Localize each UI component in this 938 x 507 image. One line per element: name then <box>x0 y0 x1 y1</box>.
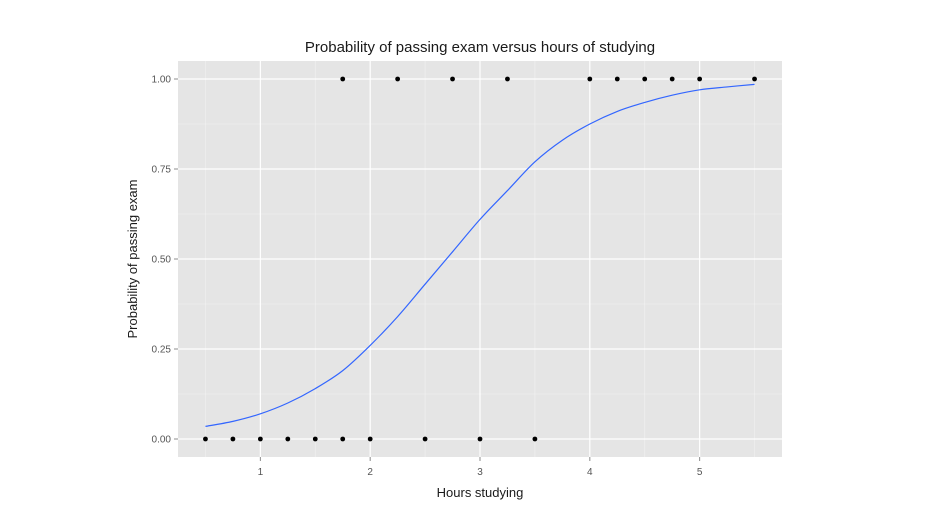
data-point <box>285 436 291 442</box>
x-tick-label: 3 <box>477 467 483 478</box>
data-point <box>642 76 648 82</box>
data-point <box>230 436 236 442</box>
x-tick-label: 5 <box>697 467 703 478</box>
y-tick-label: 0.25 <box>152 345 172 356</box>
data-point <box>450 76 455 82</box>
data-point <box>587 76 593 82</box>
data-point <box>395 76 401 82</box>
data-point <box>477 436 483 442</box>
fit-curve <box>205 83 755 427</box>
y-tick-label: 0.00 <box>152 435 172 446</box>
data-point <box>312 436 318 442</box>
x-axis-label: Hours studying <box>437 485 524 500</box>
data-point <box>422 436 428 442</box>
data-point <box>697 76 703 82</box>
data-point <box>752 76 757 82</box>
data-point <box>532 436 538 442</box>
data-point <box>367 436 373 442</box>
chart-title: Probability of passing exam versus hours… <box>305 39 655 56</box>
axis-ticks <box>174 78 701 461</box>
fit-curve-line <box>205 83 755 427</box>
x-tick-label: 2 <box>367 467 373 478</box>
y-axis-label: Probability of passing exam <box>125 180 140 339</box>
data-point <box>505 76 510 82</box>
data-point <box>340 436 346 442</box>
data-point <box>669 76 675 82</box>
major-gridlines <box>178 61 782 457</box>
data-points <box>203 76 757 442</box>
y-tick-label: 0.75 <box>152 165 172 176</box>
x-tick-label: 1 <box>258 467 264 478</box>
y-tick-labels: 0.00 0.25 0.50 0.75 1.00 <box>152 75 172 446</box>
data-point <box>257 436 263 442</box>
data-point <box>614 76 620 82</box>
data-point <box>340 76 346 82</box>
x-tick-labels: 1 2 3 4 5 <box>258 467 703 478</box>
x-tick-label: 4 <box>587 467 593 478</box>
y-tick-label: 1.00 <box>152 75 172 86</box>
y-tick-label: 0.50 <box>152 255 172 266</box>
data-point <box>203 436 208 442</box>
